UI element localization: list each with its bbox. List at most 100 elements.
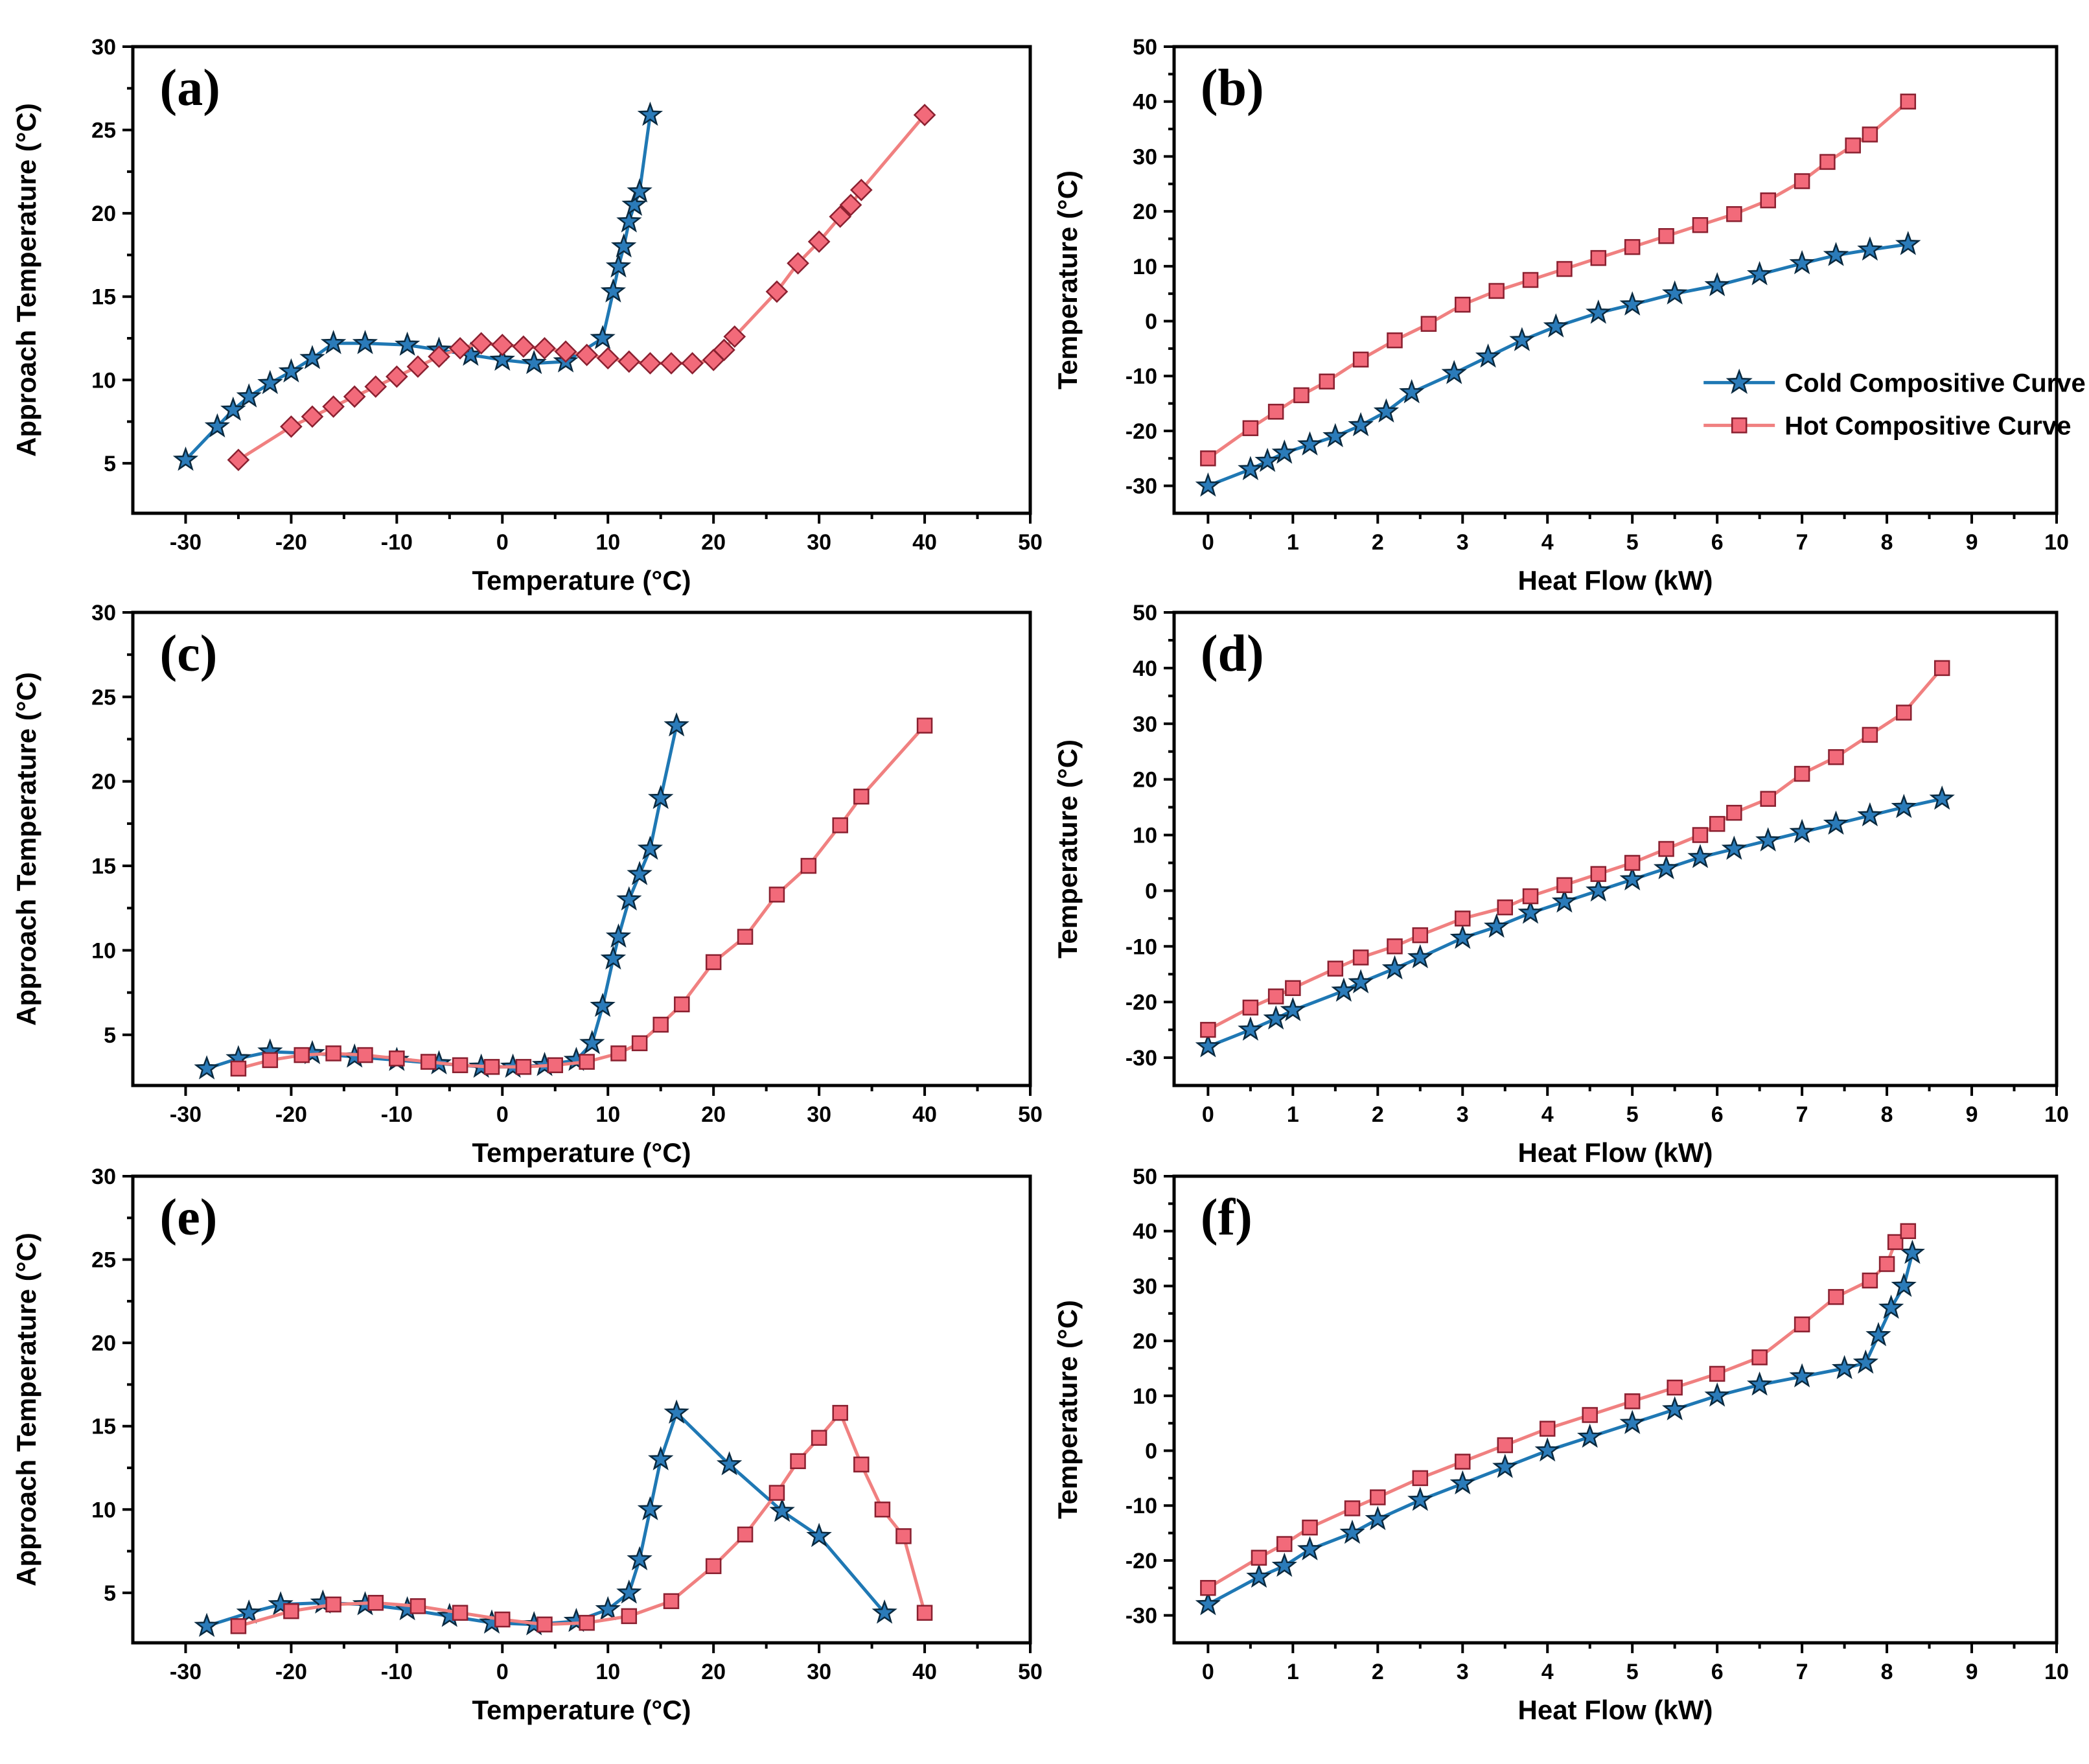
cold-data-point [1895,231,1921,255]
cold-data-point [1755,827,1781,852]
x-tick-label: -20 [275,1102,307,1127]
plot-frame [131,1174,1032,1645]
y-tick-label: 10 [1133,255,1157,279]
x-tick-label: 30 [807,530,831,555]
y-tick-label: 30 [91,1165,116,1189]
x-tick-label: 10 [595,530,620,555]
y-tick-label: 25 [91,119,116,143]
cold-data-point [1929,785,1955,810]
x-tick-label: 0 [1202,1660,1214,1684]
x-tick-label: 2 [1372,1660,1384,1684]
cold-data-point [1246,1563,1272,1588]
hot-data-point [1760,192,1776,209]
hot-data-point [1658,227,1674,244]
x-tick-label: 20 [701,530,726,555]
cold-data-point [1484,913,1510,938]
hot-data-point [839,193,862,216]
hot-data-point [916,1605,933,1621]
hot-data-point [1933,660,1950,677]
hot-data-point [1862,726,1878,743]
cold-data-point [1789,1363,1815,1387]
hot-data-point [1828,1289,1844,1305]
panel-label: (e) [160,1189,218,1246]
hot-data-point [1624,855,1641,871]
cold-data-point [1331,977,1357,1002]
plot-frame [131,45,1032,515]
hot-data-point [811,1430,827,1446]
cold-data-point [320,330,347,354]
hot-data-point [301,405,324,428]
cold-data-point [1687,844,1713,868]
cold-data-point [257,369,283,395]
hot-data-point [705,954,722,970]
cold-series-line [206,725,678,1071]
cold-series-line [206,1410,886,1628]
hot-data-point [1896,704,1912,721]
y-tick-label: 10 [1133,1384,1157,1409]
chart-panel-2: -30 -20 -10 0 10 20 30 40 50 5 10 15 20 25 30 Temperatu… [11,601,1043,1168]
hot-data-point [768,1485,785,1501]
x-tick-label: 6 [1711,530,1724,555]
x-tick-label: 40 [912,530,937,555]
x-axis-title: Heat Flow (kW) [1518,565,1713,596]
cold-data-point [806,1522,832,1548]
hot-data-point [325,1045,341,1062]
hot-data-point [1828,749,1844,765]
cold-data-point [1271,439,1297,464]
y-tick-label: 5 [104,1581,116,1606]
x-tick-label: -30 [170,1660,202,1684]
hot-data-point [579,1614,595,1631]
cold-data-point [621,191,647,216]
cold-data-point [1441,360,1467,384]
hot-data-point [1556,261,1573,277]
hot-data-point [631,1035,648,1052]
hot-data-point [515,1059,532,1075]
cold-data-point [664,1399,689,1424]
x-tick-label: 0 [1202,530,1214,555]
cold-data-point [236,383,262,408]
cold-data-point [590,325,616,349]
x-tick-label: 10 [595,1102,620,1127]
panel-label: (f) [1201,1189,1252,1246]
cold-data-point [1475,343,1501,368]
x-tick-label: -30 [170,530,202,555]
x-tick-label: 9 [1966,1660,1978,1684]
x-tick-label: 8 [1881,1102,1893,1127]
hot-data-point [713,338,735,362]
hot-data-point [428,345,450,368]
cold-data-point [637,101,664,126]
cold-data-point [605,253,632,278]
hot-data-point [1412,927,1429,944]
cold-data-point [1449,924,1475,949]
cold-data-point [236,1599,262,1624]
hot-data-point [874,1502,891,1518]
hot-data-point [1709,1365,1725,1382]
hot-data-point [230,1060,247,1077]
hot-data-point [406,355,430,378]
y-tick-label: 20 [1133,1329,1157,1354]
plot-frame [1172,45,2059,515]
hot-data-point [470,332,493,355]
hot-data-point [1582,1407,1598,1423]
cold-data-point [627,178,652,203]
hot-data-point [452,1057,468,1073]
x-tick-label: 30 [807,1102,831,1127]
x-tick-label: -20 [275,1660,307,1684]
cold-data-point [1449,1470,1475,1495]
panel-label: (c) [160,625,218,682]
hot-data-point [1522,888,1539,905]
hot-data-point [1352,351,1369,368]
hot-data-point [1726,804,1742,821]
plot-frame [131,610,1032,1087]
hot-data-point [1539,1421,1556,1437]
hot-data-point [1200,1021,1216,1038]
x-tick-label: 2 [1372,530,1384,555]
hot-data-point [832,1404,848,1421]
hot-data-point [1370,1489,1386,1505]
hot-data-point [737,1526,754,1543]
x-tick-label: 3 [1457,530,1469,555]
hot-data-point [1692,217,1709,233]
cold-data-point [1263,1005,1289,1030]
y-tick-label: 40 [1133,90,1157,115]
y-tick-label: -30 [1125,1046,1157,1071]
